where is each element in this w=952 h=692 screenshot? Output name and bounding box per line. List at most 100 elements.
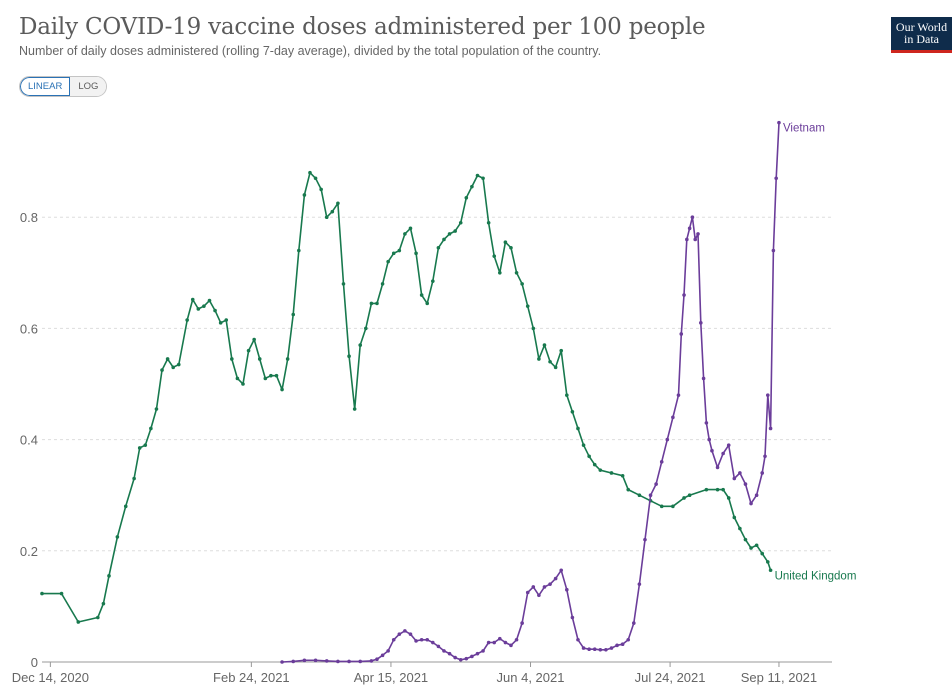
data-point-united-kingdom [520,282,524,286]
data-point-vietnam [754,493,759,498]
data-point-vietnam [704,421,709,425]
data-point-vietnam [604,647,608,652]
data-point-vietnam [685,237,689,242]
data-point-vietnam [369,659,374,663]
data-point-united-kingdom [352,407,357,411]
data-point-united-kingdom [123,504,128,509]
data-point-united-kingdom [525,304,530,308]
data-point-vietnam [732,476,737,481]
data-point-vietnam [676,393,681,397]
data-point-united-kingdom [280,387,284,392]
data-point-vietnam [537,593,541,598]
log-scale-button[interactable]: LOG [70,77,107,96]
data-point-vietnam [386,649,390,653]
data-point-vietnam [470,654,474,659]
data-point-united-kingdom [548,359,552,364]
data-point-vietnam [347,659,351,664]
data-point-united-kingdom [475,173,480,178]
data-point-united-kingdom [313,176,318,181]
data-point-vietnam [436,644,441,649]
data-point-united-kingdom [542,343,547,347]
data-point-vietnam [414,639,418,643]
data-point-united-kingdom [101,601,106,606]
data-point-vietnam [620,642,625,647]
data-point-united-kingdom [498,271,502,275]
data-point-vietnam [771,248,776,253]
data-point-vietnam [777,120,781,125]
data-point-united-kingdom [682,496,686,500]
data-point-united-kingdom [358,343,363,347]
data-point-vietnam [291,659,296,664]
data-point-united-kingdom [537,357,541,361]
data-point-united-kingdom [620,473,625,478]
data-point-vietnam [690,215,695,219]
y-tick-label: 0.2 [20,544,38,559]
data-point-vietnam [425,637,430,642]
data-point-united-kingdom [324,215,329,219]
data-point-united-kingdom [154,407,159,411]
data-point-vietnam [375,657,379,662]
data-point-united-kingdom [143,443,148,447]
data-point-united-kingdom [176,362,181,367]
data-point-vietnam [654,482,658,486]
data-point-vietnam [696,232,700,236]
data-point-united-kingdom [715,487,720,492]
data-point-vietnam [765,393,770,397]
data-point-united-kingdom [453,229,457,233]
data-point-vietnam [721,451,725,456]
data-point-united-kingdom [274,373,279,378]
data-point-vietnam [665,437,670,442]
data-point-united-kingdom [626,487,631,492]
data-point-united-kingdom [470,184,474,189]
data-point-united-kingdom [581,443,586,447]
data-point-united-kingdom [442,237,446,242]
data-point-united-kingdom [336,201,340,206]
data-point-united-kingdom [137,446,142,450]
data-point-vietnam [503,640,508,645]
data-point-united-kingdom [609,471,614,475]
data-point-united-kingdom [308,170,312,175]
data-point-vietnam [693,237,698,242]
data-point-vietnam [671,415,675,420]
data-point-united-kingdom [302,193,307,197]
data-point-vietnam [774,176,778,181]
data-point-united-kingdom [765,560,770,564]
data-point-vietnam [626,637,631,642]
chart-title: Daily COVID-19 vaccine doses administere… [19,14,706,40]
data-point-vietnam [447,651,452,656]
data-point-vietnam [659,460,664,464]
y-tick-label: 0 [31,655,38,670]
data-point-united-kingdom [447,232,452,236]
data-point-vietnam [419,637,424,642]
series-label-united-kingdom: United Kingdom [775,570,857,582]
data-point-united-kingdom [436,245,441,250]
owid-logo[interactable]: Our World in Data [891,17,952,53]
y-tick-label: 0.4 [20,433,38,448]
logo-line-2: in Data [904,32,939,46]
data-point-vietnam [302,658,307,663]
data-point-vietnam [763,454,767,459]
data-point-vietnam [358,659,363,664]
data-point-united-kingdom [592,462,597,467]
data-point-united-kingdom [509,245,513,250]
data-point-vietnam [715,465,720,470]
data-point-united-kingdom [59,591,64,596]
data-point-united-kingdom [257,357,262,361]
data-point-united-kingdom [754,543,759,548]
data-point-vietnam [707,437,711,442]
data-point-vietnam [581,646,586,650]
data-point-vietnam [531,585,536,589]
data-point-united-kingdom [224,318,229,322]
data-point-vietnam [498,636,502,641]
linear-scale-button[interactable]: LINEAR [20,77,71,96]
data-point-united-kingdom [743,537,748,542]
data-point-united-kingdom [565,393,569,397]
data-point-vietnam [570,615,575,620]
data-point-united-kingdom [659,504,664,509]
chart-subtitle: Number of daily doses administered (roll… [19,44,602,58]
data-point-united-kingdom [347,354,351,359]
data-point-united-kingdom [246,348,251,353]
scale-toggle: LINEAR LOG [19,76,108,97]
data-point-united-kingdom [269,373,273,378]
data-point-united-kingdom [481,176,485,181]
